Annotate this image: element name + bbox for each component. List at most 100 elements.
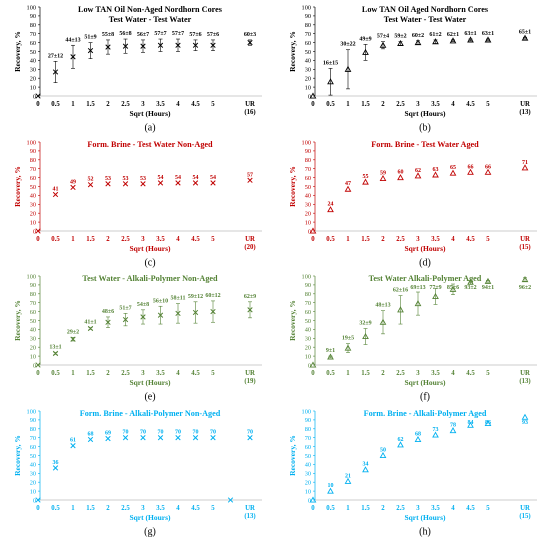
data-point: [521, 34, 529, 41]
data-label: 93: [522, 420, 528, 426]
data-label: 63±1: [464, 31, 476, 37]
data-label: 60±3: [244, 32, 256, 38]
data-label: 44±13: [65, 37, 80, 43]
ur-count-label: (13): [519, 378, 530, 385]
data-point: [87, 325, 94, 332]
x-tick-label: 4.5: [191, 370, 200, 377]
y-tick-label: 70: [30, 31, 36, 38]
data-point: [467, 421, 474, 428]
chart-title: Test Water Alkali-Polymer Aged: [369, 274, 482, 283]
x-tick-label: 3.5: [431, 101, 440, 108]
x-tick-label: 5: [486, 236, 490, 243]
x-tick-label: 3.5: [156, 505, 165, 512]
x-tick-label: 0.5: [51, 101, 60, 108]
x-tick-label: 4.5: [191, 101, 200, 108]
data-point: [449, 285, 457, 292]
x-tick-label: 2: [106, 505, 110, 512]
data-label: 57±6: [189, 32, 201, 38]
y-tick-label: 40: [30, 192, 36, 199]
data-point: [484, 277, 492, 284]
x-tick-label: 4: [451, 505, 455, 512]
error-bar: [451, 283, 455, 295]
data-label: 54: [210, 174, 216, 180]
data-label: 62±16: [393, 288, 408, 294]
y-tick-label: 90: [30, 282, 36, 289]
data-point: [309, 495, 317, 503]
ur-count-label: (16): [244, 109, 255, 116]
data-point: [105, 44, 111, 50]
x-tick-label: 4: [451, 370, 455, 377]
data-point: [157, 312, 164, 318]
panel-label: (b): [419, 123, 431, 134]
x-tick-label: 0: [311, 370, 315, 377]
data-point: [344, 344, 352, 351]
x-tick-label: 4.5: [191, 236, 200, 243]
data-label: 63: [433, 166, 439, 172]
x-tick-label: 1: [71, 101, 75, 108]
y-tick-label: 10: [305, 84, 311, 91]
panel-label: (d): [419, 257, 431, 268]
y-tick-label: 30: [30, 67, 36, 74]
y-tick-label: 100: [27, 273, 36, 280]
data-label: 19±5: [342, 336, 354, 342]
chart-panel-e: Test Water - Alkali-Polymer Non-Aged0102…: [13, 273, 262, 403]
y-tick-label: 70: [30, 435, 36, 442]
x-tick-label: 3.5: [431, 505, 440, 512]
ur-count-label: (15): [519, 244, 530, 251]
data-point: [122, 43, 129, 49]
error-bar: [416, 291, 420, 316]
data-point: [379, 174, 387, 181]
y-tick-label: 30: [305, 470, 311, 477]
y-axis-label: Recovery, %: [13, 31, 22, 72]
data-point: [105, 435, 111, 441]
y-tick-label: 70: [305, 300, 311, 307]
x-tick-label: 3.5: [156, 236, 165, 243]
data-point: [484, 168, 492, 175]
data-point: [379, 41, 387, 48]
y-tick-label: 50: [305, 49, 311, 56]
x-axis-label: Sqrt (Hours): [129, 109, 171, 118]
data-label: 94±1: [482, 285, 494, 291]
y-axis-label: Recovery, %: [288, 31, 297, 72]
y-tick-label: 20: [305, 345, 311, 352]
data-label: 55±8: [102, 32, 114, 38]
y-tick-label: 30: [305, 336, 311, 343]
y-tick-label: 80: [30, 157, 36, 164]
data-label: 50: [380, 447, 386, 453]
y-tick-label: 0: [308, 228, 311, 235]
x-tick-label: 2: [381, 505, 385, 512]
y-tick-label: 90: [305, 13, 311, 20]
data-label: 29±2: [67, 329, 79, 335]
data-point: [414, 300, 422, 307]
data-label: 54: [158, 174, 164, 180]
y-tick-label: 30: [30, 201, 36, 208]
data-label: 65±1: [519, 29, 531, 35]
y-tick-label: 10: [30, 219, 36, 226]
data-label: 66: [468, 164, 474, 170]
data-point: [449, 169, 457, 176]
data-point: [432, 170, 439, 177]
data-label: 61: [70, 437, 76, 443]
x-tick-label: 0.5: [326, 370, 335, 377]
y-tick-label: 80: [305, 291, 311, 298]
x-axis-label: Sqrt (Hours): [404, 109, 446, 118]
y-axis-label: Recovery, %: [13, 435, 22, 476]
data-label: 9±1: [326, 348, 335, 354]
y-tick-label: 70: [305, 166, 311, 173]
x-tick-label: 0: [311, 505, 315, 512]
y-tick-label: 20: [30, 479, 36, 486]
x-tick-label: 0: [311, 101, 315, 108]
data-label: 41: [53, 186, 59, 192]
ur-count-label: (19): [244, 378, 255, 385]
x-tick-label: 2: [106, 101, 110, 108]
y-tick-label: 50: [30, 183, 36, 190]
data-point: [467, 168, 474, 175]
data-point: [140, 180, 146, 186]
data-point: [105, 319, 111, 325]
y-tick-label: 10: [30, 84, 36, 91]
data-label: 57±7: [154, 31, 166, 37]
data-point: [175, 434, 181, 440]
x-tick-label: 1: [346, 505, 350, 512]
data-label: 70: [247, 429, 253, 435]
y-tick-label: 90: [305, 148, 311, 155]
